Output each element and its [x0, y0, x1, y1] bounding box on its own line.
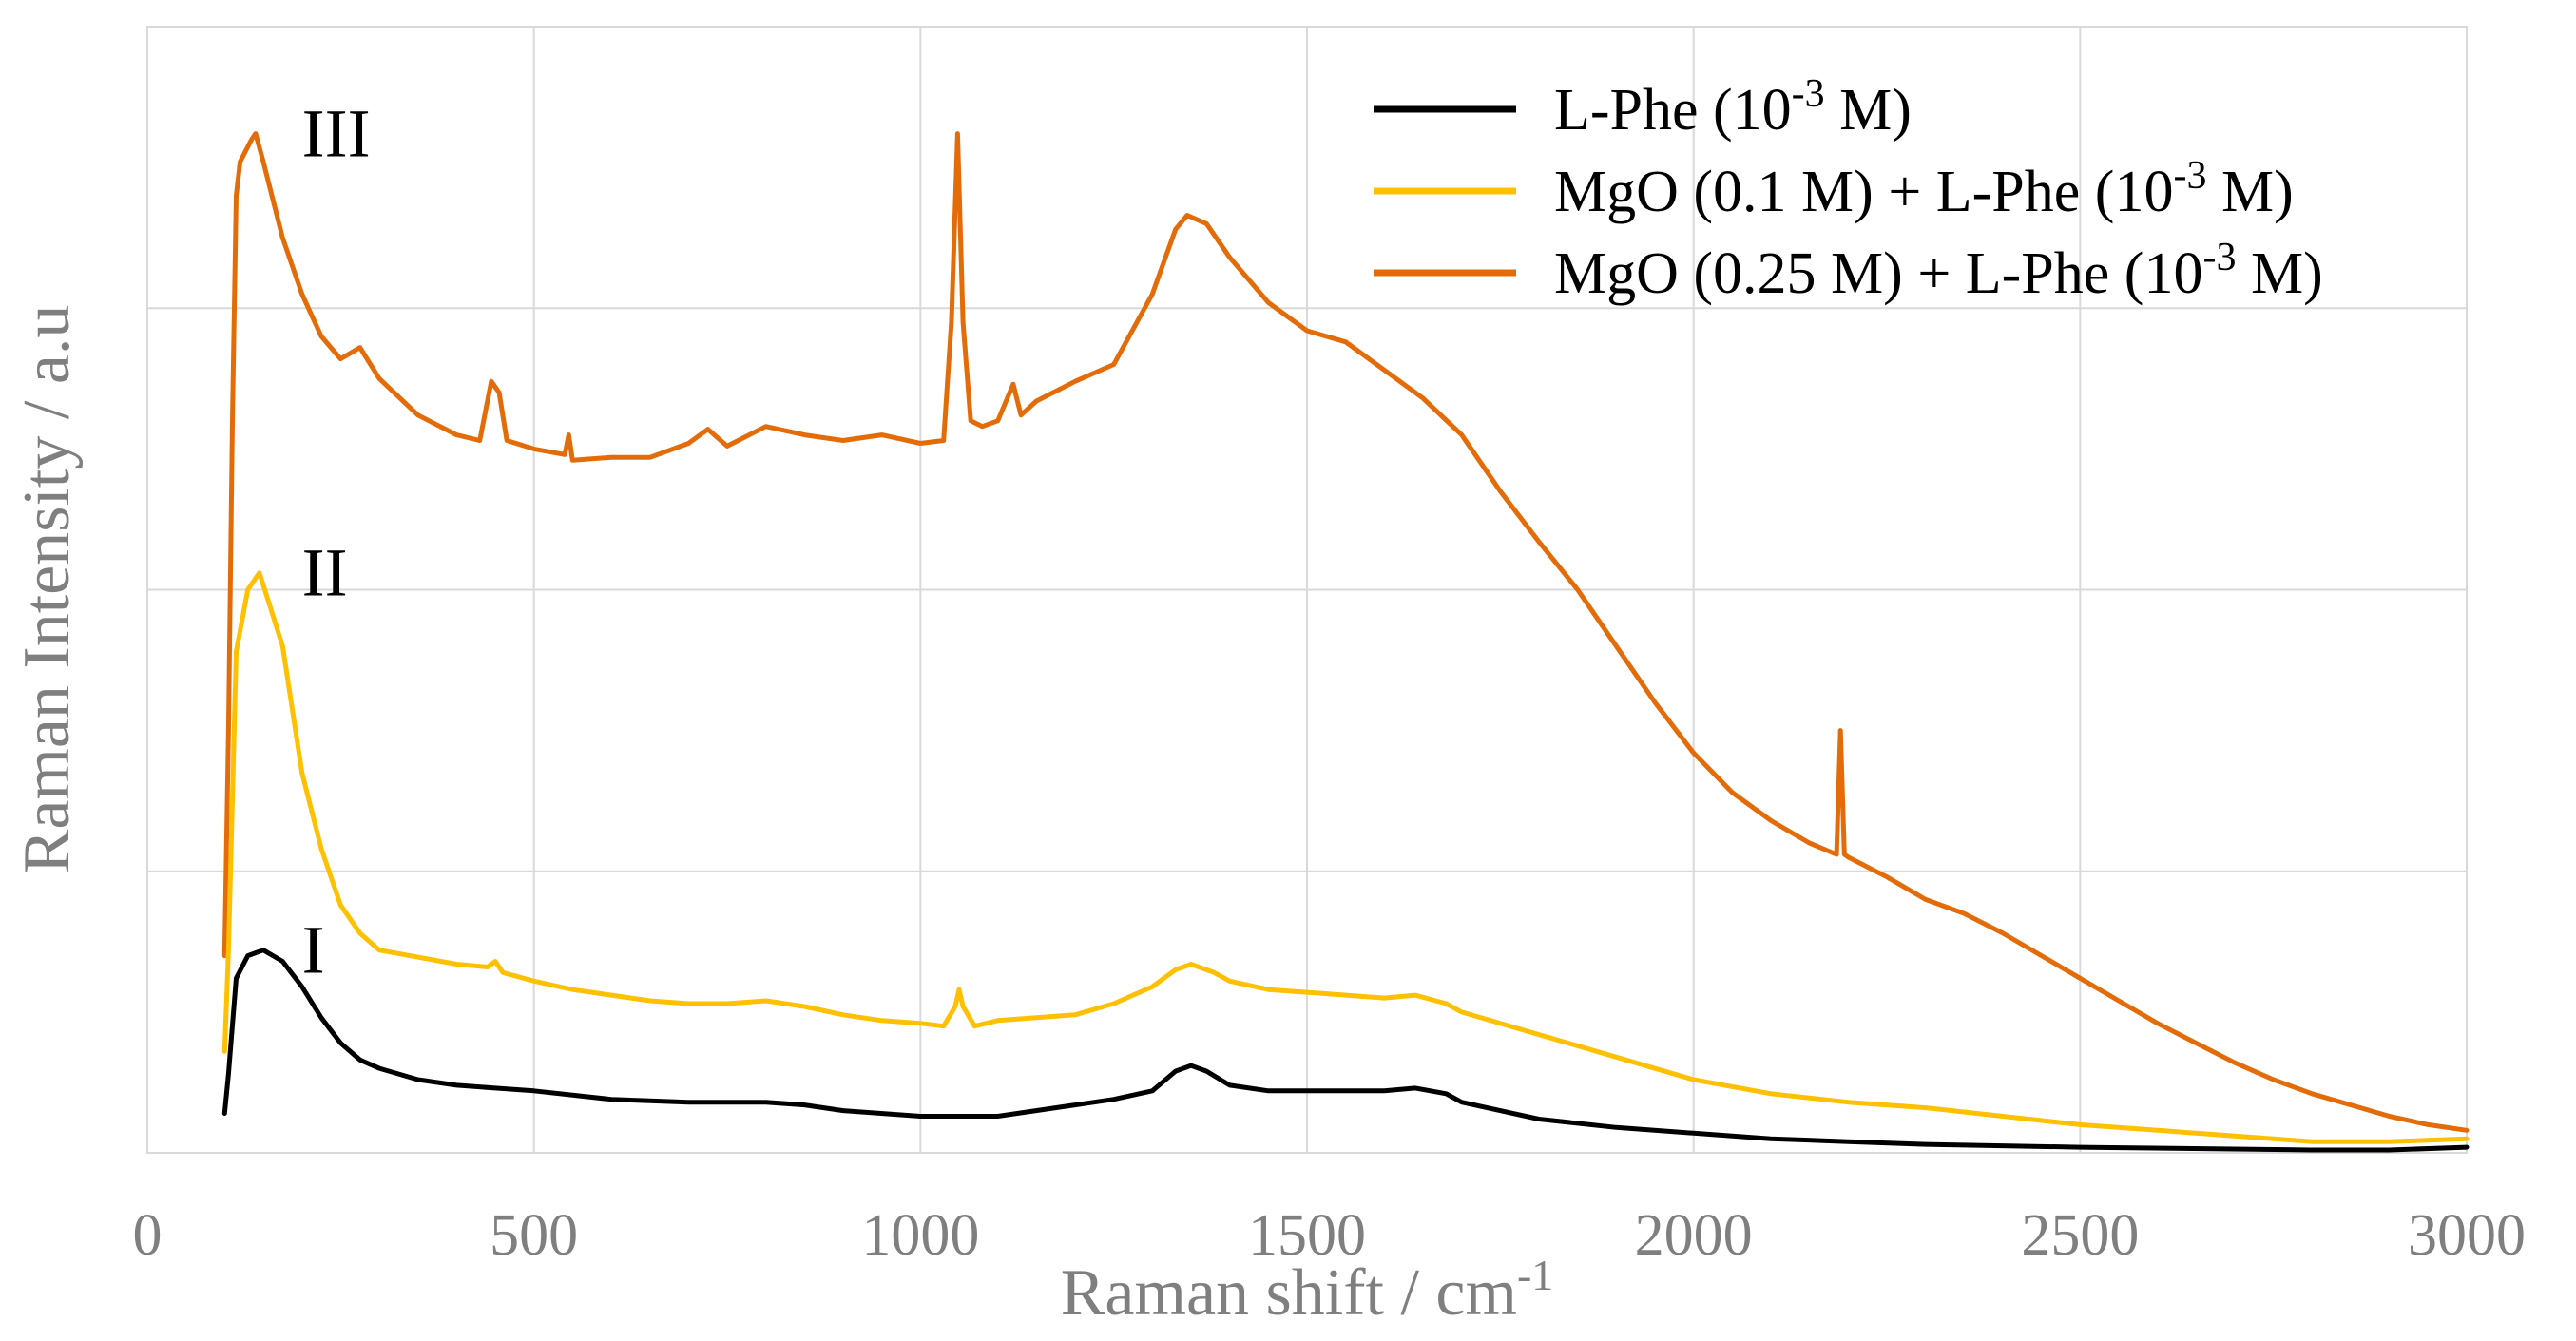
x-tick-labels: 0 500 1000 1500 2000 2500 3000 — [133, 1203, 2527, 1268]
series-line-1 — [221, 948, 2470, 1153]
legend-label-2: MgO (0.1 M) + L-Phe (10-3 M) — [1554, 154, 2294, 224]
legend-label-3: MgO (0.25 M) + L-Phe (10-3 M) — [1554, 236, 2323, 306]
series-line-3 — [221, 131, 2470, 1133]
gridlines — [147, 27, 2467, 1153]
x-tick-label: 500 — [490, 1203, 578, 1268]
x-tick-label: 3000 — [2408, 1203, 2526, 1268]
legend: L-Phe (10-3 M) MgO (0.1 M) + L-Phe (10-3 … — [1374, 72, 2323, 306]
series-line-2 — [221, 570, 2470, 1144]
x-tick-label: 1500 — [1248, 1203, 1366, 1268]
legend-label-1: L-Phe (10-3 M) — [1554, 72, 1912, 143]
curve-label-1: I — [302, 912, 325, 988]
curve-label-3: III — [302, 96, 371, 172]
x-tick-label: 2000 — [1635, 1203, 1753, 1268]
y-axis-title: Raman Intensity / a.u — [10, 305, 84, 874]
series-lines — [221, 131, 2470, 1153]
x-tick-label: 1000 — [861, 1203, 979, 1268]
x-axis-title: Raman shift / cm-1 — [1061, 1251, 1554, 1330]
x-tick-label: 0 — [133, 1203, 163, 1268]
curve-label-2: II — [302, 535, 348, 611]
x-tick-label: 2500 — [2021, 1203, 2139, 1268]
